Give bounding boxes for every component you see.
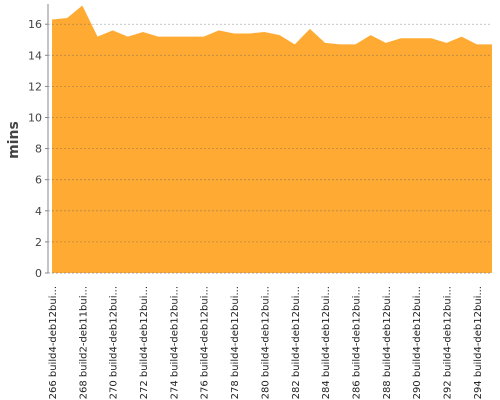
y-tick-label: 4 bbox=[35, 205, 42, 218]
y-tick-label: 6 bbox=[35, 174, 42, 187]
x-tick-label: #294 build4-deb12bui... bbox=[473, 286, 484, 400]
y-tick-label: 16 bbox=[28, 18, 42, 31]
y-tick-label: 10 bbox=[28, 112, 42, 125]
x-tick-label: #292 build4-deb12bui... bbox=[442, 286, 453, 400]
x-tick-label: #274 build4-deb12bui... bbox=[169, 286, 180, 400]
y-tick-label: 2 bbox=[35, 236, 42, 249]
x-tick-label: #276 build4-deb12bui... bbox=[200, 286, 211, 400]
x-tick-label: #286 build4-deb12bui... bbox=[351, 286, 362, 400]
y-tick-label: 8 bbox=[35, 143, 42, 156]
x-tick-label: #280 build4-deb12bui... bbox=[260, 286, 271, 400]
x-tick-label: #268 build2-deb11bui... bbox=[78, 286, 89, 400]
area bbox=[52, 5, 492, 274]
y-tick-label: 14 bbox=[28, 49, 42, 62]
x-tick-label: #288 build4-deb12bui... bbox=[382, 286, 393, 400]
x-tick-label: #284 build4-deb12bui... bbox=[321, 286, 332, 400]
y-axis-label: mins bbox=[6, 121, 22, 159]
x-tick-label: #290 build4-deb12bui... bbox=[412, 286, 423, 400]
y-tick-label: 0 bbox=[35, 267, 42, 280]
y-tick-label: 12 bbox=[28, 80, 42, 93]
x-tick-label: #278 build4-deb12bui... bbox=[230, 286, 241, 400]
x-tick-label: #282 build4-deb12bui... bbox=[291, 286, 302, 400]
x-tick-label: #270 build4-deb12bui... bbox=[109, 286, 120, 400]
x-tick-label: #266 build4-deb12bui... bbox=[48, 286, 59, 400]
x-tick-label: #272 build4-deb12bui... bbox=[139, 286, 150, 400]
